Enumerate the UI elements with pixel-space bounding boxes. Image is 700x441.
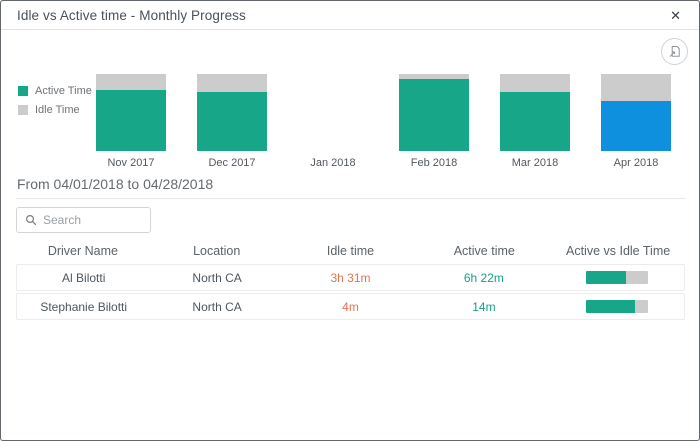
active-segment <box>96 90 166 151</box>
table-row[interactable]: Al Bilotti North CA 3h 31m 6h 22m <box>16 264 685 291</box>
axis-label: Nov 2017 <box>107 157 155 169</box>
active-vs-idle-cell <box>551 300 684 313</box>
search-box <box>16 207 151 233</box>
month-bar[interactable] <box>197 74 267 151</box>
dialog-title: Idle vs Active time - Monthly Progress <box>17 7 246 23</box>
chart-slot-feb-2018: Feb 2018 <box>399 74 469 169</box>
period-heading: From 04/01/2018 to 04/28/2018 <box>17 176 214 192</box>
driver-name-cell: Al Bilotti <box>62 270 106 285</box>
idle-segment <box>500 74 570 92</box>
active-time-cell: 14m <box>472 299 496 314</box>
active-segment <box>399 79 469 151</box>
export-image-icon <box>668 45 681 58</box>
chart-slot-jan-2018: Jan 2018 <box>298 74 368 169</box>
chart-slot-mar-2018: Mar 2018 <box>500 74 570 169</box>
location-cell: North CA <box>192 299 242 314</box>
drivers-table: Driver Name Location Idle time Active ti… <box>16 239 685 320</box>
close-icon[interactable]: ✕ <box>670 7 681 23</box>
chart-legend: Active Time Idle Time <box>18 85 92 123</box>
col-header-active-time: Active time <box>453 243 515 258</box>
col-header-idle-time: Idle time <box>326 243 375 258</box>
legend-item-idle-time: Idle Time <box>18 104 92 116</box>
axis-label: Feb 2018 <box>410 157 458 169</box>
active-vs-idle-cell <box>551 271 684 284</box>
idle-time-swatch <box>18 105 28 115</box>
location-cell: North CA <box>192 270 242 285</box>
month-bar[interactable] <box>601 74 671 151</box>
col-header-driver-name: Driver Name <box>47 243 118 258</box>
active-segment <box>197 92 267 151</box>
idle-segment <box>399 74 469 80</box>
active-fill <box>586 271 626 284</box>
idle-segment <box>197 74 267 93</box>
active-vs-idle-bar <box>586 271 649 284</box>
axis-label: Jan 2018 <box>310 157 356 169</box>
table-row[interactable]: Stephanie Bilotti North CA 4m 14m <box>16 293 685 320</box>
legend-label: Idle Time <box>35 104 80 116</box>
table-body: Al Bilotti North CA 3h 31m 6h 22m Stephanie … <box>16 264 685 320</box>
idle-time-cell: 3h 31m <box>330 270 371 285</box>
active-time-swatch <box>18 86 28 96</box>
search-input[interactable] <box>43 213 142 227</box>
chart-slot-dec-2017: Dec 2017 <box>197 74 267 169</box>
axis-label: Dec 2017 <box>208 157 256 169</box>
month-bar[interactable] <box>399 74 469 151</box>
section-divider <box>16 198 685 199</box>
table-header: Driver Name Location Idle time Active ti… <box>16 239 685 262</box>
month-bar[interactable] <box>500 74 570 151</box>
axis-label: Mar 2018 <box>511 157 559 169</box>
axis-label: Apr 2018 <box>613 157 659 169</box>
active-fill <box>586 300 635 313</box>
driver-name-cell: Stephanie Bilotti <box>40 299 128 314</box>
dialog-header: Idle vs Active time - Monthly Progress ✕ <box>1 1 699 30</box>
search-icon <box>25 214 37 226</box>
stacked-bar-chart: Nov 2017 Dec 2017 Jan 2018 Feb 2018 Mar 2018… <box>1 69 699 169</box>
chart-slot-apr-2018: Apr 2018 <box>601 74 671 169</box>
active-segment <box>500 91 570 151</box>
idle-segment <box>601 74 671 101</box>
month-bar <box>298 74 368 151</box>
active-vs-idle-bar <box>586 300 649 313</box>
col-header-active-vs-idle: Active vs Idle Time <box>565 243 671 258</box>
dialog-content: Active Time Idle Time Nov 2017 Dec 2017 Ja… <box>1 30 699 440</box>
legend-item-active-time: Active Time <box>18 85 92 97</box>
active-segment <box>601 100 671 151</box>
legend-label: Active Time <box>35 85 92 97</box>
idle-time-cell: 4m <box>342 299 359 314</box>
export-chart-button[interactable] <box>661 38 688 65</box>
active-time-cell: 6h 22m <box>463 270 504 285</box>
idle-segment <box>96 74 166 91</box>
month-bar[interactable] <box>96 74 166 151</box>
chart-slot-nov-2017: Nov 2017 <box>96 74 166 169</box>
col-header-location: Location <box>193 243 241 258</box>
